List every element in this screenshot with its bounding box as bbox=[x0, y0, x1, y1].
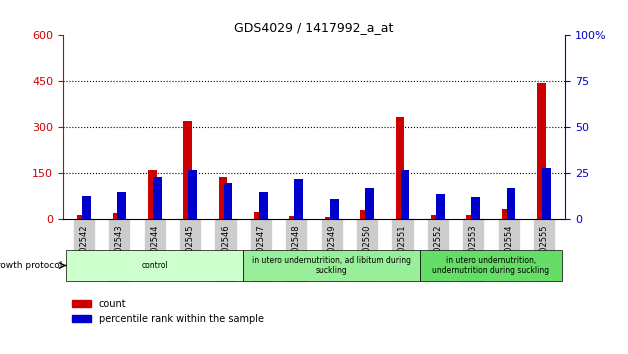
Legend: count, percentile rank within the sample: count, percentile rank within the sample bbox=[68, 295, 268, 328]
Bar bbox=[295, 179, 303, 219]
Bar bbox=[290, 216, 298, 219]
Bar bbox=[330, 199, 338, 219]
Bar bbox=[219, 177, 227, 219]
Bar bbox=[436, 194, 445, 219]
FancyBboxPatch shape bbox=[243, 250, 420, 281]
Bar bbox=[153, 177, 161, 219]
Bar bbox=[82, 195, 91, 219]
Bar bbox=[188, 170, 197, 219]
Bar bbox=[254, 212, 263, 219]
Title: GDS4029 / 1417992_a_at: GDS4029 / 1417992_a_at bbox=[234, 21, 394, 34]
Bar bbox=[365, 188, 374, 219]
Bar bbox=[259, 192, 268, 219]
FancyBboxPatch shape bbox=[67, 250, 243, 281]
Bar bbox=[112, 213, 121, 219]
Bar bbox=[396, 117, 404, 219]
Bar bbox=[360, 210, 369, 219]
Bar bbox=[183, 121, 192, 219]
Bar bbox=[537, 83, 546, 219]
Text: in utero undernutrition, ad libitum during
suckling: in utero undernutrition, ad libitum duri… bbox=[252, 256, 411, 275]
Text: growth protocol: growth protocol bbox=[0, 261, 63, 270]
Bar bbox=[542, 168, 551, 219]
Bar bbox=[148, 170, 157, 219]
Text: control: control bbox=[141, 261, 168, 270]
Bar bbox=[471, 198, 480, 219]
Text: in utero undernutrition,
undernutrition during suckling: in utero undernutrition, undernutrition … bbox=[432, 256, 550, 275]
FancyBboxPatch shape bbox=[420, 250, 561, 281]
Bar bbox=[467, 215, 475, 219]
Bar bbox=[431, 215, 440, 219]
Bar bbox=[325, 217, 333, 219]
Bar bbox=[507, 188, 516, 219]
Bar bbox=[77, 215, 86, 219]
Bar bbox=[502, 209, 511, 219]
Bar bbox=[401, 170, 409, 219]
Bar bbox=[117, 192, 126, 219]
Bar bbox=[224, 183, 232, 219]
